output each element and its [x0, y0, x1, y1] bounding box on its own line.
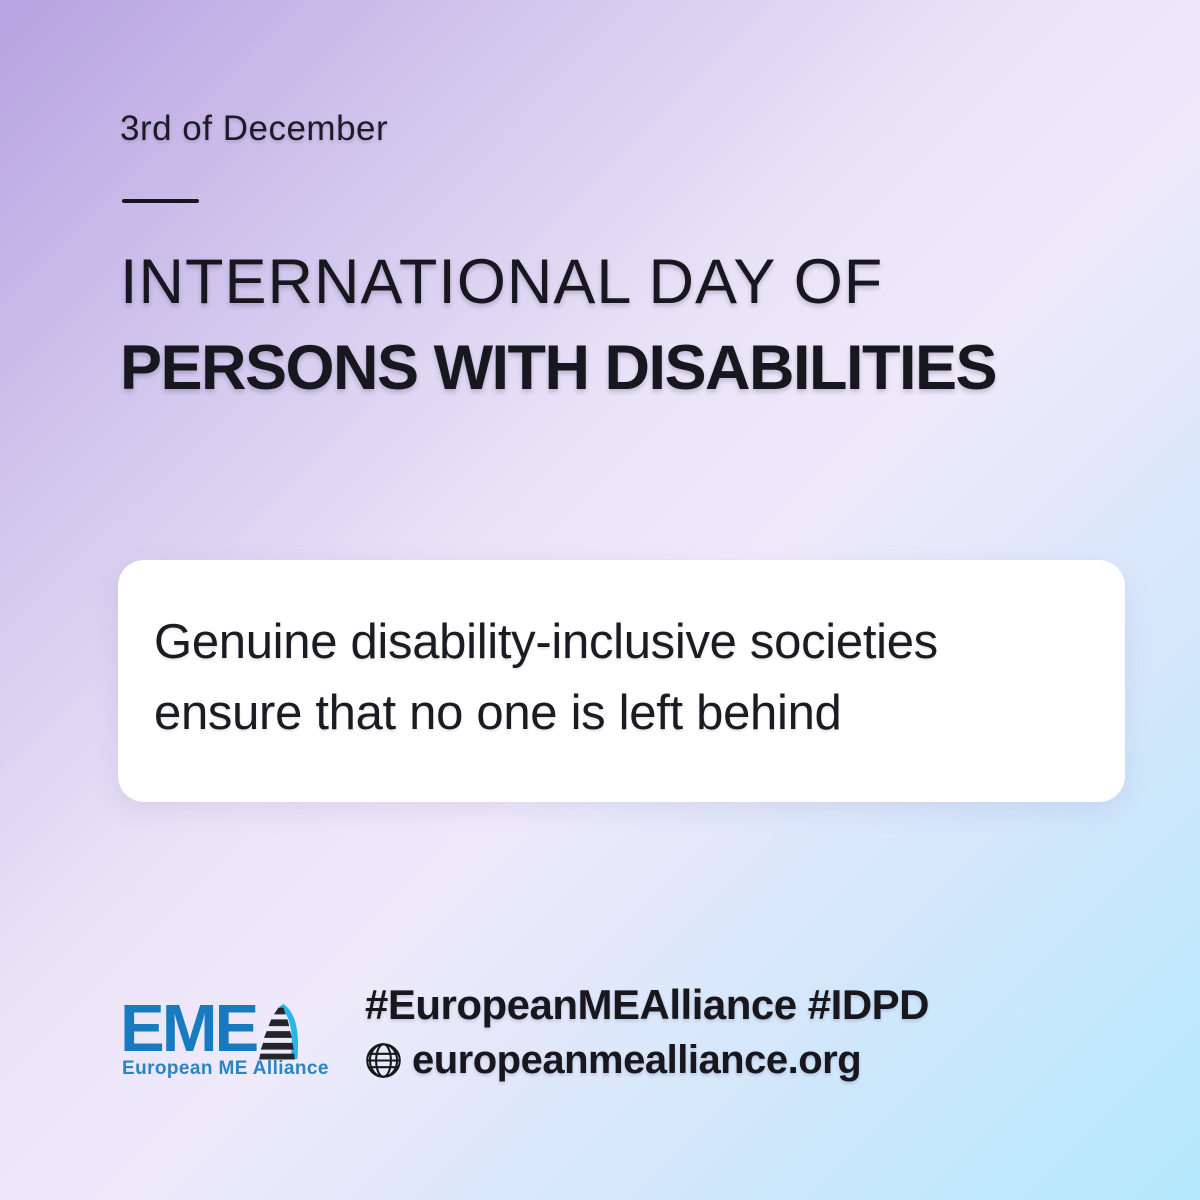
- hashtags-label: #EuropeanMEAlliance #IDPD: [365, 981, 930, 1028]
- logo-acronym-row: EME: [120, 991, 307, 1066]
- logo-subtitle: European ME Alliance: [122, 1058, 329, 1079]
- social-block: #EuropeanMEAlliance #IDPD europeanmealli…: [365, 981, 930, 1081]
- page-title: INTERNATIONAL DAY OF PERSONS WITH DISABI…: [120, 247, 998, 403]
- emea-logo: EME European ME Alliance: [120, 991, 330, 1080]
- helix-a-icon: [259, 1004, 299, 1060]
- website-row: europeanmealliance.org: [365, 1040, 929, 1080]
- website-label: europeanmealliance.org: [412, 1038, 862, 1082]
- quote-text: Genuine disability-inclusive societies e…: [154, 615, 938, 740]
- title-line-2: PERSONS WITH DISABILITIES: [120, 333, 998, 403]
- title-line-1: INTERNATIONAL DAY OF: [120, 247, 884, 317]
- date-label: 3rd of December: [120, 109, 389, 148]
- quote-card: Genuine disability-inclusive societies e…: [118, 560, 1125, 802]
- globe-icon: [366, 1042, 401, 1078]
- logo-acronym: EME: [120, 991, 259, 1066]
- date-underline: [122, 199, 199, 203]
